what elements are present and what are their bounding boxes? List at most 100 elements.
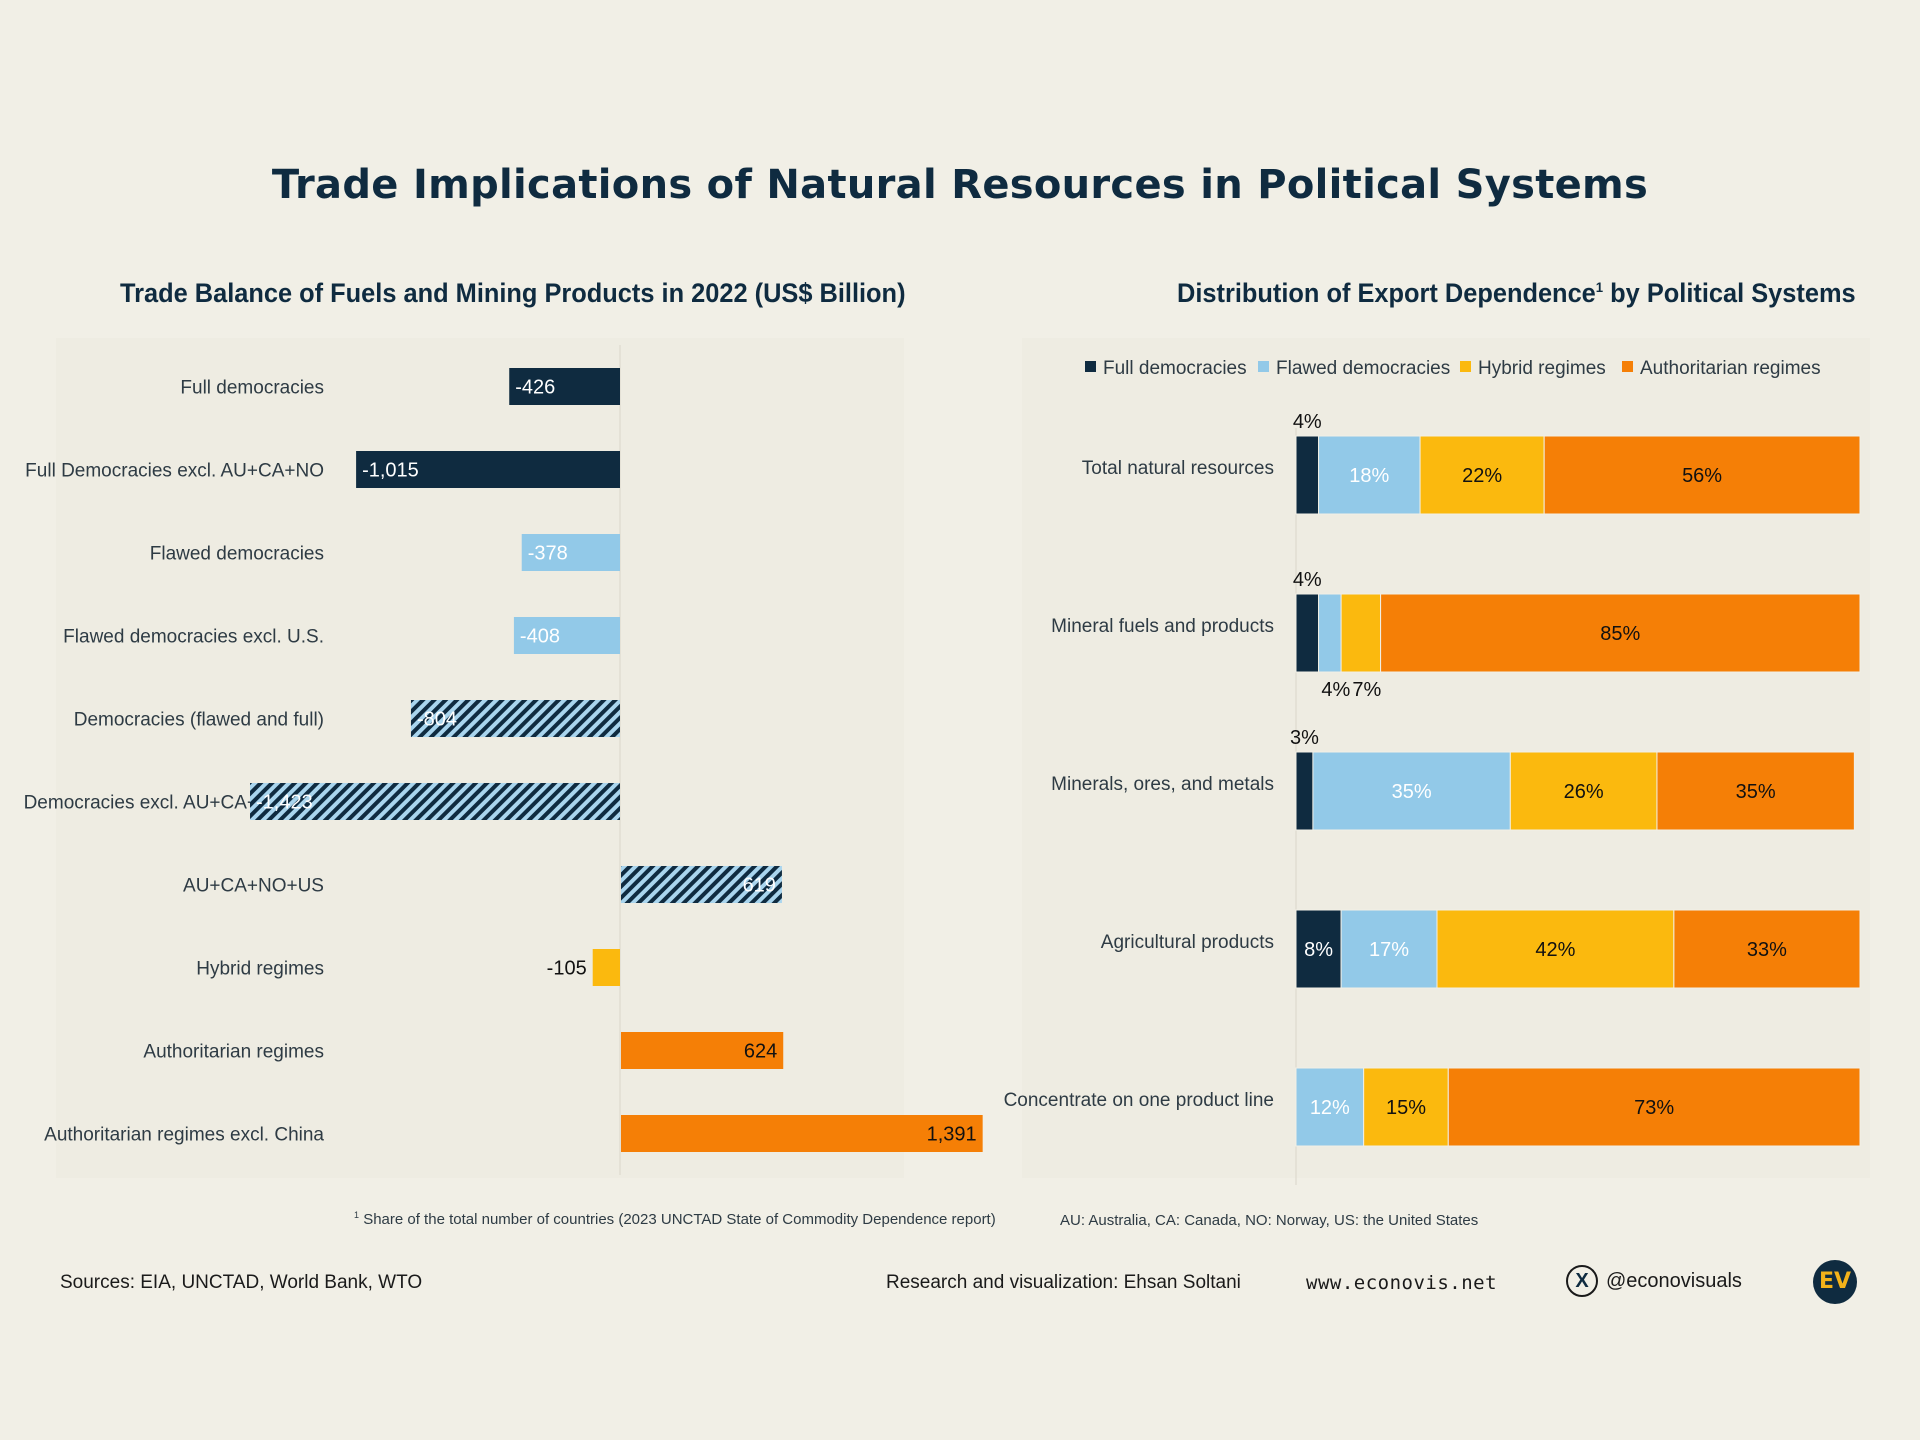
segment-value-label: 7% [1352, 679, 1381, 701]
value-label: -408 [520, 626, 560, 648]
category-label: Flawed democracies [150, 544, 324, 565]
stacked-segment [1318, 435, 1421, 515]
stacked-segment [1318, 593, 1342, 673]
segment-value-label: 56% [1682, 465, 1722, 487]
segment-value-label: 22% [1462, 465, 1502, 487]
legend-swatch [1460, 361, 1471, 372]
category-label: Democracies excl. AU+CA+NO+US [24, 793, 324, 814]
stacked-segment [1295, 751, 1314, 831]
stacked-segment [1509, 751, 1658, 831]
stacked-segment [1295, 909, 1342, 989]
bar [509, 368, 620, 405]
right-chart-title-suffix: by Political Systems [1603, 278, 1856, 308]
segment-value-label: 4% [1293, 569, 1322, 591]
stacked-segment [1340, 909, 1438, 989]
right-chart-title-main: Distribution of Export Dependence [1177, 278, 1596, 308]
footnote-right: AU: Australia, CA: Canada, NO: Norway, U… [1060, 1212, 1479, 1229]
segment-value-label: 33% [1747, 939, 1787, 961]
category-label: Total natural resources [1082, 458, 1274, 479]
stacked-segment [1312, 751, 1511, 831]
legend-label: Authoritarian regimes [1640, 358, 1821, 379]
segment-value-label: 3% [1290, 727, 1319, 749]
category-label: Full Democracies excl. AU+CA+NO [25, 461, 324, 482]
stacked-segment [1295, 435, 1320, 515]
sources-text: Sources: EIA, UNCTAD, World Bank, WTO [60, 1272, 423, 1293]
segment-value-label: 4% [1293, 411, 1322, 433]
brand-logo: EV [1813, 1260, 1857, 1304]
value-label: -1,015 [362, 460, 419, 482]
stacked-segment [1380, 593, 1861, 673]
segment-value-label: 15% [1386, 1097, 1426, 1119]
segment-value-label: 4% [1321, 679, 1350, 701]
stacked-segment [1295, 593, 1320, 673]
category-label: Minerals, ores, and metals [1051, 774, 1274, 795]
value-label: 624 [744, 1041, 777, 1063]
legend-swatch [1085, 361, 1096, 372]
bar [513, 617, 620, 654]
trade-balance-chart: Full democracies -426 Full Democracies exc… [24, 345, 983, 1175]
stacked-segment [1656, 751, 1855, 831]
legend-label: Flawed democracies [1276, 358, 1450, 379]
segment-value-label: 12% [1310, 1097, 1350, 1119]
category-label: Concentrate on one product line [1004, 1090, 1274, 1111]
category-label: Mineral fuels and products [1051, 616, 1274, 637]
legend-swatch [1258, 361, 1269, 372]
website-link[interactable]: www.econovis.net [1306, 1272, 1498, 1294]
category-label: Hybrid regimes [196, 959, 324, 980]
value-label: -378 [528, 543, 568, 565]
value-label: 1,391 [927, 1124, 977, 1146]
stacked-segment [1673, 909, 1861, 989]
segment-value-label: 26% [1564, 781, 1604, 803]
bar [592, 949, 620, 986]
social-handle[interactable]: @econovisuals [1606, 1270, 1742, 1292]
category-label: Agricultural products [1101, 932, 1274, 953]
stacked-segment [1436, 909, 1675, 989]
value-label: -105 [547, 958, 587, 980]
category-label: Authoritarian regimes [143, 1042, 324, 1063]
bar [521, 534, 620, 571]
category-label: Flawed democracies excl. U.S. [63, 627, 324, 648]
segment-value-label: 73% [1634, 1097, 1674, 1119]
value-label: 619 [743, 875, 776, 897]
bar [621, 866, 782, 903]
right-chart-title: Distribution of Export Dependence1 by Po… [1177, 278, 1856, 309]
category-label: Democracies (flawed and full) [74, 710, 324, 731]
credit-text: Research and visualization: Ehsan Soltan… [886, 1272, 1241, 1293]
page-title: Trade Implications of Natural Resources … [271, 162, 1649, 208]
category-label: AU+CA+NO+US [183, 876, 324, 897]
legend-swatch [1622, 361, 1633, 372]
legend-label: Hybrid regimes [1478, 358, 1606, 379]
segment-value-label: 42% [1535, 939, 1575, 961]
bar [621, 1032, 784, 1069]
segment-value-label: 85% [1600, 623, 1640, 645]
segment-value-label: 8% [1304, 939, 1333, 961]
footnote-left-text: Share of the total number of countries (… [363, 1211, 996, 1228]
category-label: Full democracies [180, 378, 324, 399]
value-label: -426 [515, 377, 555, 399]
footnote-left-mark: 1 [354, 1210, 360, 1220]
bar [250, 783, 620, 820]
footnote-left: 1 Share of the total number of countries… [354, 1210, 996, 1228]
segment-value-label: 35% [1736, 781, 1776, 803]
category-label: Authoritarian regimes excl. China [44, 1125, 324, 1146]
stacked-segment [1295, 1067, 1365, 1147]
stacked-segment [1363, 1067, 1449, 1147]
x-logo-icon[interactable]: X [1566, 1265, 1598, 1297]
bar [410, 700, 620, 737]
value-label: -1,423 [256, 792, 313, 814]
bar [621, 1115, 983, 1152]
footnote-mark: 1 [1595, 279, 1604, 295]
stacked-segment [1340, 593, 1382, 673]
stacked-segment [1447, 1067, 1861, 1147]
segment-value-label: 35% [1392, 781, 1432, 803]
value-label: -804 [417, 709, 457, 731]
left-chart-title: Trade Balance of Fuels and Mining Produc… [120, 278, 906, 308]
segment-value-label: 17% [1369, 939, 1409, 961]
bar [356, 451, 620, 488]
segment-value-label: 18% [1349, 465, 1389, 487]
stacked-segment [1543, 435, 1861, 515]
stacked-segment [1419, 435, 1545, 515]
legend-label: Full democracies [1103, 358, 1247, 379]
export-dependence-chart: Full democracies Flawed democracies Hybrid… [1004, 358, 1861, 1185]
